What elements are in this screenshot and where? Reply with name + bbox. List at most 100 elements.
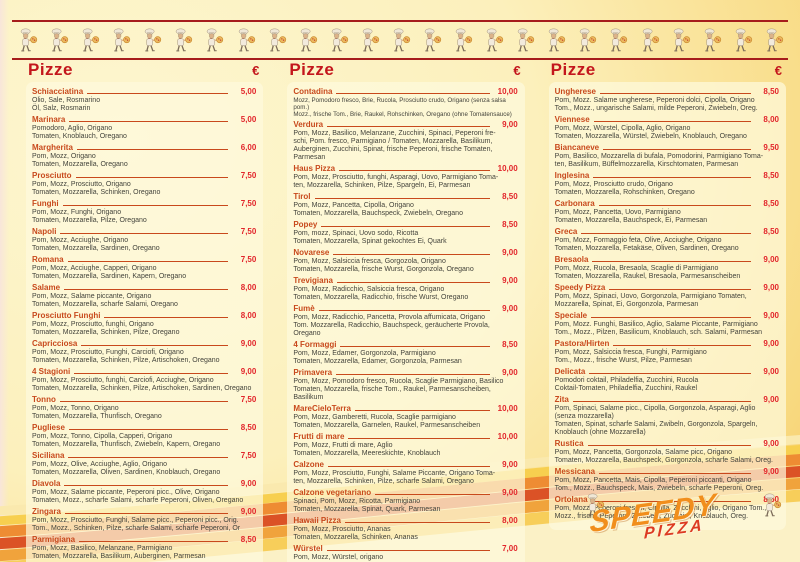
pizza-price: 8,50 — [502, 340, 518, 349]
pizza-desc: Pom, Mozz, Prosciutto, Funghi, Salame Pi… — [293, 470, 496, 485]
pizza-desc: Pom, Spinaci, Salame picc., Cipolla, Gor… — [554, 405, 758, 436]
pizza-desc: Pom, Mozz, Frutti di mare, Aglio Tomaten,… — [293, 442, 441, 457]
pizza-name: Rustica — [554, 439, 584, 448]
pizza-name: Verdura — [293, 120, 324, 129]
dotted-leader — [67, 261, 229, 262]
pizza-desc: Pom, Mozz, Prosciutto, Ananas Tomaten, Mo… — [293, 526, 418, 541]
menu-item: Pastora/Hirten 9,00 Pom, Mozz, Salsiccia… — [555, 339, 779, 365]
pizza-desc: Pom, Mozz, Salsiccia fresca, Gorgozola, … — [293, 258, 474, 273]
menu-item: Tonno 7,50 Pom, Mozz, Tonno, Origano Toma… — [32, 395, 256, 421]
chef-icon — [16, 27, 38, 53]
menu-item: Diavola 9,00 Pom, Mozz, Salame piccante,… — [32, 479, 256, 505]
pizza-price: 8,00 — [502, 516, 518, 525]
menu-items: Contadina 10,00 Mozz, Pomodoro fresco, B… — [287, 82, 525, 562]
pizza-price: 10,00 — [497, 432, 518, 441]
menu-item-header: Calzone vegetariano 9,00 — [293, 488, 517, 497]
pizza-price: 9,00 — [763, 367, 779, 376]
menu-item: Messicana 9,00 Pom, Mozz, Pancetta, Mais… — [555, 467, 779, 493]
menu-item: Zingara 9,00 Pom, Mozz, Prosciutto, Fung… — [32, 507, 256, 533]
pizza-price: 8,50 — [763, 171, 779, 180]
menu-item: Romana 7,50 Pom, Mozz, Acciughe, Capperi… — [32, 255, 256, 281]
pizza-price: 6,00 — [240, 143, 257, 152]
pizza-price: 8,50 — [763, 199, 779, 208]
chef-icon — [669, 27, 691, 53]
menu-item: Verdura 9,00 Pom, Mozz, Basilico, Melanz… — [293, 120, 517, 162]
menu-item-header: Verdura 9,00 — [293, 120, 517, 129]
menu-item: Speciale 9,00 Pom, Mozz. Funghi, Basilic… — [555, 311, 779, 337]
dotted-leader — [327, 126, 490, 127]
pizza-price: 7,50 — [240, 227, 257, 236]
menu-item: Viennese 8,00 Pom, Mozz, Würstel, Cipoll… — [555, 115, 779, 141]
menu-item-header: Speedy Pizza 9,00 — [555, 283, 779, 292]
menu-item: Speedy Pizza 9,00 Pom, Mozz, Spinaci, Uo… — [555, 283, 779, 309]
pizza-name: 4 Stagioni — [32, 367, 71, 376]
pizza-desc: Pom, Mozz, Funghi, Origano Tomaten, Mozza… — [32, 209, 147, 224]
menu-item-header: Zingara 9,00 — [32, 507, 256, 516]
pizza-desc: Pom, Mozz, Prosciutto, funghi, Origano To… — [32, 321, 180, 336]
pizza-price: 8,50 — [763, 227, 779, 236]
pizza-name: Margherita — [32, 143, 73, 152]
pizza-desc: Pom, Mozz, Rucola, Bresaola, Scaglie di … — [554, 265, 741, 280]
menu-item: Novarese 9,00 Pom, Mozz, Salsiccia fresc… — [293, 248, 517, 274]
dotted-leader — [344, 522, 490, 523]
pizza-price: 7,50 — [240, 199, 257, 208]
pizza-name: Greca — [554, 227, 578, 236]
currency-symbol: € — [252, 63, 260, 78]
menu-item-header: Capricciosa 9,00 — [32, 339, 256, 348]
pizza-name: Prosciutto — [32, 171, 72, 180]
currency-symbol: € — [774, 63, 782, 78]
menu-item: Funghi 7,50 Pom, Mozz, Funghi, Origano To… — [32, 199, 256, 225]
pizza-name: Inglesina — [554, 171, 590, 180]
menu-item-header: Tonno 7,50 — [32, 395, 256, 404]
menu-item: Biancaneve 9,50 Pom, Basilico, Mozzarell… — [555, 143, 779, 169]
pizza-price: 7,50 — [240, 171, 257, 180]
menu-item-header: Greca 8,50 — [555, 227, 779, 236]
chef-icon — [109, 27, 131, 53]
pizza-name: Fumè — [293, 304, 315, 313]
menu-item: Carbonara 8,50 Pom, Mozz, Pancetta, Uovo… — [555, 199, 779, 225]
column-header: Pizze € — [287, 60, 524, 82]
menu-item: Prosciutto 7,50 Pom, Mozz, Prosciutto, O… — [32, 171, 256, 197]
chef-icon — [482, 27, 504, 53]
menu-item: Rustica 9,00 Pom, Mozz, Pancetta, Gorgon… — [555, 439, 779, 465]
menu-item: Marinara 5,00 Pomodoro, Aglio, Origano To… — [32, 115, 256, 141]
menu-item-header: Inglesina 8,50 — [555, 171, 779, 180]
pizza-desc: Pom, Mozz, Prosciutto, funghi, Carciofi,… — [32, 377, 252, 392]
menu-item: 4 Formaggi 8,50 Pom, Mozz, Edamer, Gorgo… — [293, 340, 517, 366]
menu-item-header: Hawaii Pizza 8,00 — [293, 516, 517, 525]
menu-columns: Pizze € Schiacciatina 5,00 Olio, Sale, R… — [26, 60, 786, 562]
menu-item: Hawaii Pizza 8,00 Pom, Mozz, Prosciutto,… — [293, 516, 517, 542]
pizza-desc: Pom, Mozz, Salsiccia fresca, Funghi, Par… — [554, 349, 707, 364]
pizza-price: 8,50 — [502, 220, 518, 229]
pizza-desc: Pom, Mozz, Würstel, origanoTomaten, Mozz… — [293, 554, 384, 561]
menu-item: MareCieloTerra 10,00 Pom, Mozz, Gamberet… — [293, 404, 517, 430]
pizza-name: Frutti di mare — [293, 432, 345, 441]
dotted-leader — [74, 373, 229, 374]
pizza-desc: Spinaci, Pom, Mozz, Ricotta, Parmigiano T… — [293, 498, 441, 513]
dotted-leader — [81, 345, 229, 346]
menu-item-header: Biancaneve 9,50 — [555, 143, 779, 152]
dotted-leader — [581, 233, 751, 234]
menu-item-header: Contadina 10,00 — [293, 87, 517, 96]
menu-item-header: Calzone 9,00 — [293, 460, 517, 469]
pizza-price: 5,00 — [240, 115, 257, 124]
chef-icon — [78, 27, 100, 53]
pizza-name: Delicata — [554, 367, 586, 376]
pizza-desc: Pom, Mozz, Gamberetti, Rucola, Scaglie p… — [293, 414, 481, 429]
chef-icon — [760, 492, 782, 518]
column-header: Pizze € — [26, 60, 263, 82]
pizza-desc: Pom, Mozz, Pancetta, Uovo, Parmigiano Tom… — [554, 209, 708, 224]
pizza-price: 9,00 — [502, 120, 518, 129]
dotted-leader — [348, 438, 490, 439]
menu-item: Calzone vegetariano 9,00 Spinaci, Pom, M… — [293, 488, 517, 514]
menu-item-header: Napoli 7,50 — [32, 227, 256, 236]
pizza-price: 5,00 — [240, 87, 257, 96]
chef-icon — [638, 27, 660, 53]
pizza-name: Schiacciatina — [32, 87, 84, 96]
pizza-name: Pugliese — [32, 423, 65, 432]
pizza-desc: Pom, Mozz, Acciughe, Capperi, Origano Tom… — [32, 265, 187, 280]
dotted-leader — [69, 121, 229, 122]
pizza-desc: Pom, Mozz, Pancetta, Cipolla, Origano Tom… — [293, 202, 463, 217]
pizza-desc: Pom, mozz, Spinaci, Uovo sodo, Ricotta To… — [293, 230, 447, 245]
chef-icon — [544, 27, 566, 53]
